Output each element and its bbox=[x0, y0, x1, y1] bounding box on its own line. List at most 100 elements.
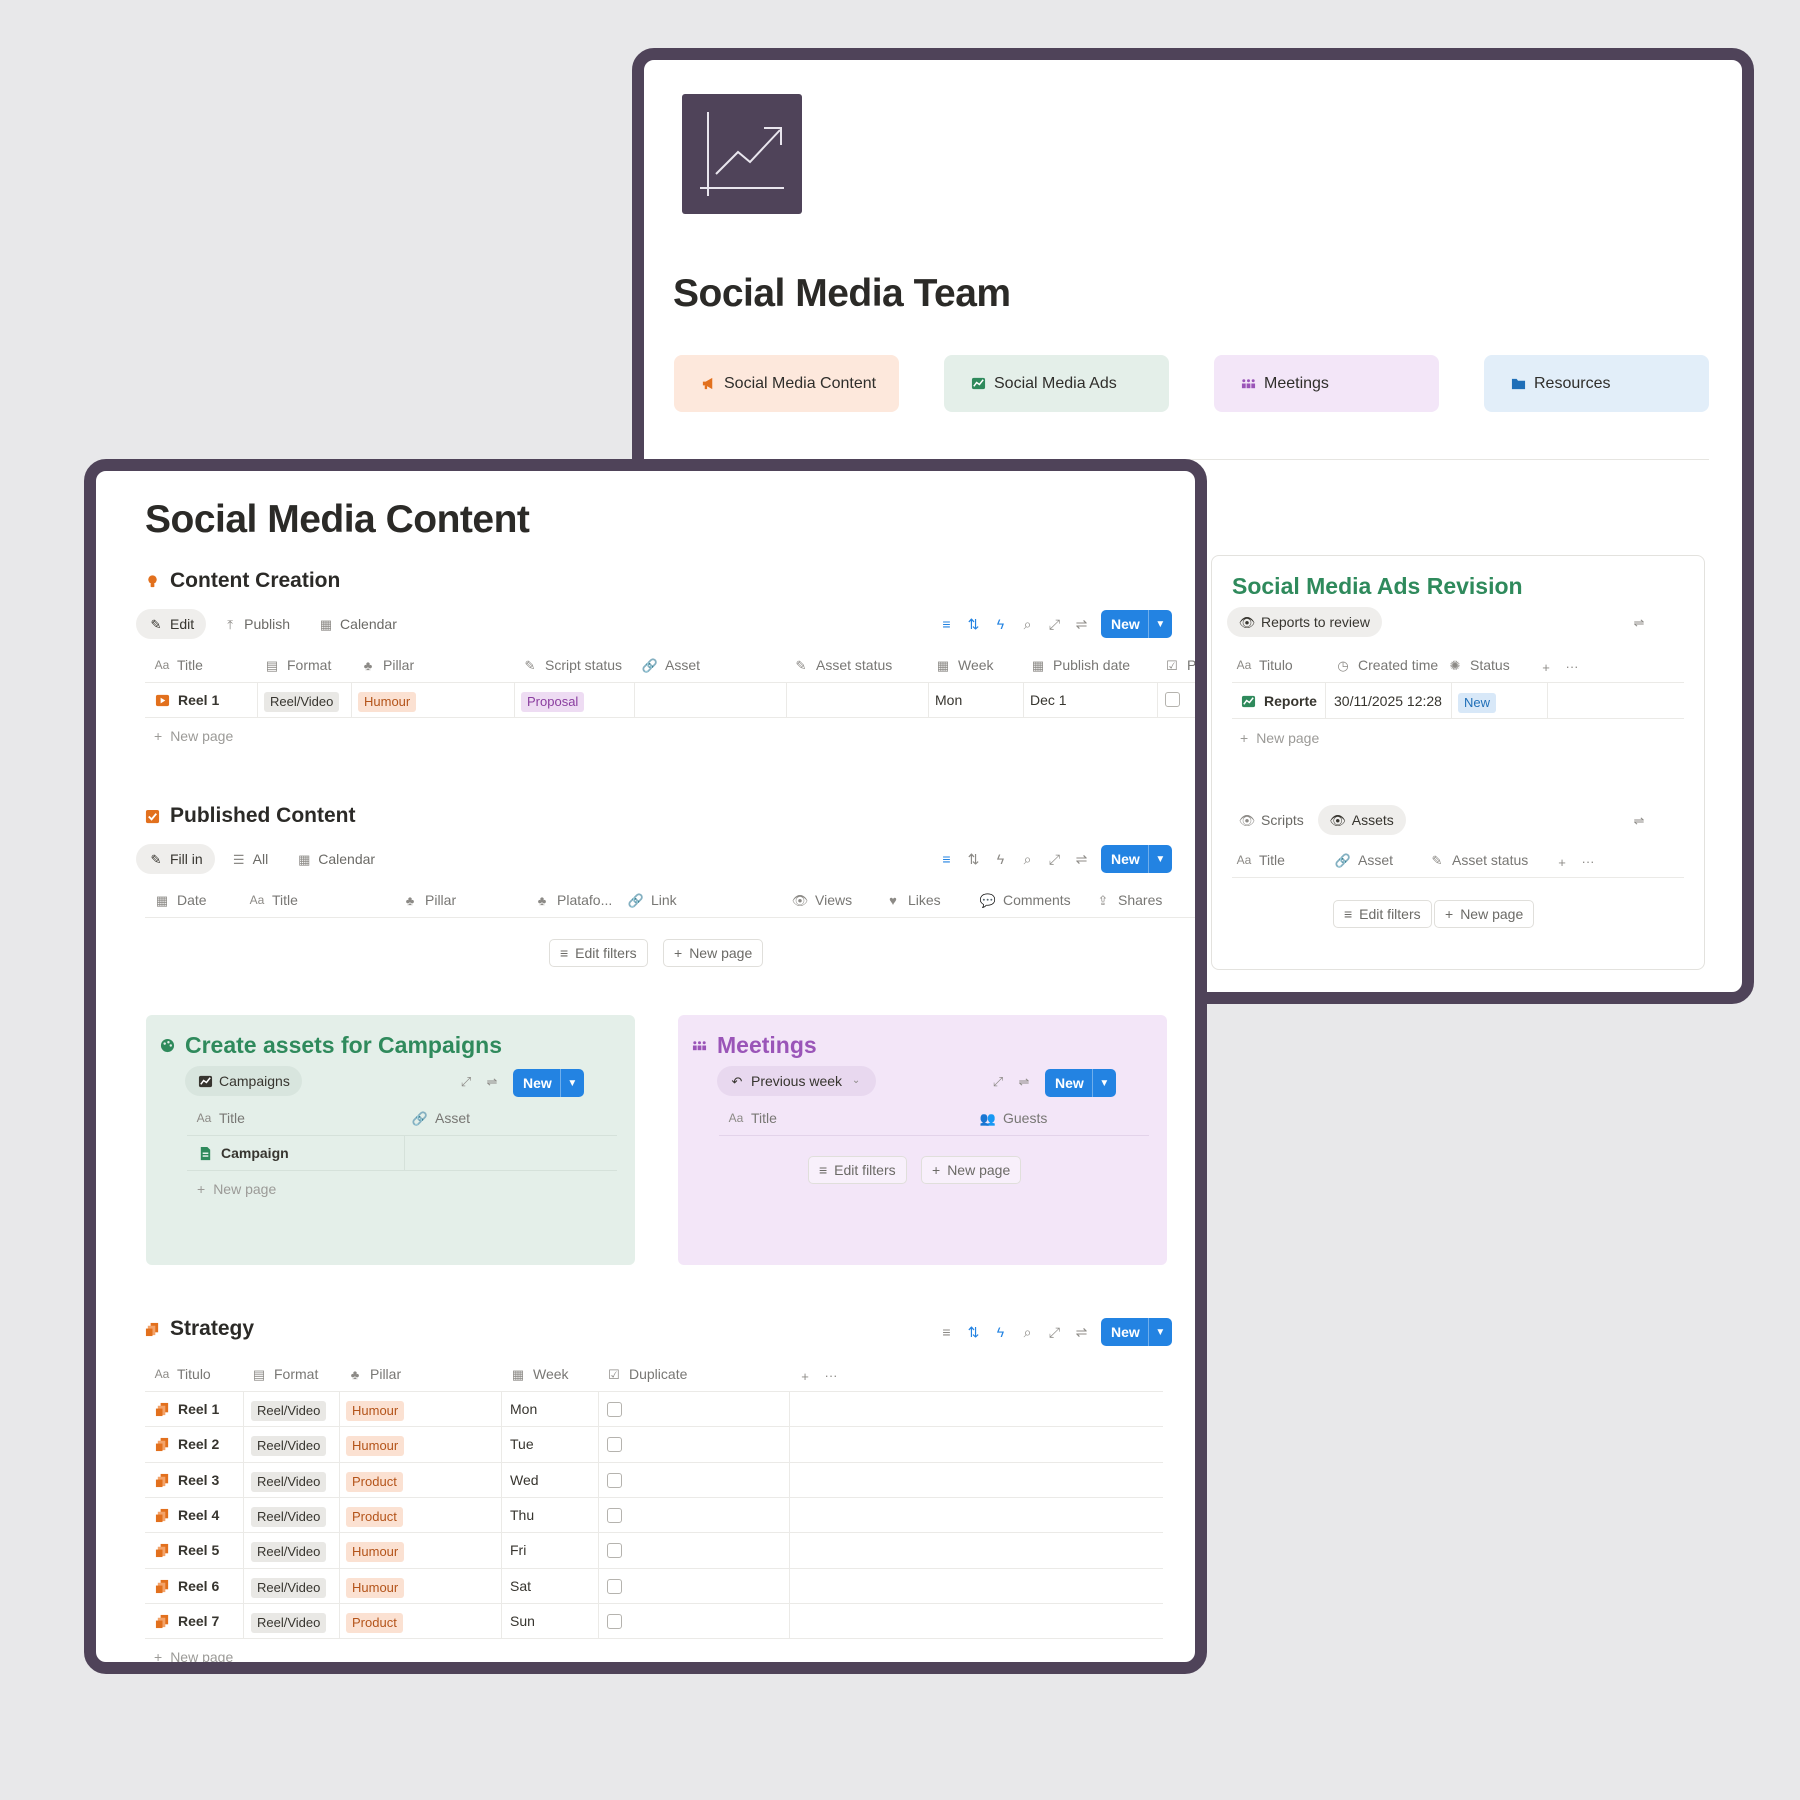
table-row[interactable]: Reel 1 bbox=[154, 1401, 219, 1417]
column-header-week[interactable]: ▦ Week bbox=[510, 1366, 569, 1382]
column-header-title[interactable]: Aa Title bbox=[249, 892, 298, 908]
column-header-publish-date[interactable]: ▦ Publish date bbox=[1030, 657, 1130, 673]
tab-fill-in[interactable]: ✎ Fill in bbox=[136, 844, 215, 874]
table-row[interactable]: Reel 7 bbox=[154, 1613, 219, 1629]
table-row[interactable]: Reel 3 bbox=[154, 1472, 219, 1488]
column-header-format[interactable]: ▤ Format bbox=[251, 1366, 319, 1382]
checkbox[interactable] bbox=[1165, 692, 1180, 707]
tab-scripts[interactable]: 👁 Scripts bbox=[1227, 805, 1316, 835]
format-cell[interactable]: Reel/Video bbox=[251, 1578, 327, 1598]
duplicate-cell[interactable] bbox=[607, 1437, 622, 1452]
table-row[interactable]: Campaign bbox=[197, 1145, 289, 1161]
search-icon[interactable]: ⌕ bbox=[1023, 616, 1032, 632]
expand-icon[interactable]: ⤢ bbox=[1048, 1324, 1061, 1340]
duplicate-cell[interactable] bbox=[607, 1543, 622, 1558]
checkbox[interactable] bbox=[607, 1437, 622, 1452]
more-options-icon[interactable]: ··· bbox=[824, 1367, 838, 1383]
table-row[interactable]: Reel 5 bbox=[154, 1542, 219, 1558]
chevron-down-icon[interactable]: ▼ bbox=[1091, 1069, 1116, 1097]
expand-icon[interactable]: ⤢ bbox=[992, 1073, 1004, 1089]
duplicate-cell[interactable] bbox=[607, 1402, 622, 1417]
more-options-icon[interactable]: ··· bbox=[1565, 658, 1579, 674]
section-heading-content-creation[interactable]: Content Creation bbox=[144, 569, 340, 593]
ads-revision-title[interactable]: Social Media Ads Revision bbox=[1232, 573, 1523, 599]
chevron-down-icon[interactable]: ▼ bbox=[559, 1069, 584, 1097]
tab-calendar[interactable]: ▦ Calendar bbox=[306, 609, 409, 639]
column-header-asset[interactable]: 🔗 Asset bbox=[1335, 852, 1393, 868]
add-column-icon[interactable]: + bbox=[1542, 659, 1550, 675]
duplicate-cell[interactable] bbox=[607, 1579, 622, 1594]
new-page-button[interactable]: + New page bbox=[154, 1649, 233, 1662]
column-header-platform[interactable]: ♣ Platafo... bbox=[534, 892, 613, 908]
pillar-cell[interactable]: Humour bbox=[346, 1542, 405, 1562]
search-icon[interactable]: ⌕ bbox=[1023, 851, 1032, 867]
column-header-comments[interactable]: 💬 Comments bbox=[980, 892, 1071, 908]
nav-card-social-media-content[interactable]: Social Media Content bbox=[674, 355, 899, 412]
section-heading-published-content[interactable]: Published Content bbox=[144, 804, 356, 828]
tab-reports-to-review[interactable]: 👁 Reports to review bbox=[1227, 607, 1382, 637]
checkbox[interactable] bbox=[607, 1473, 622, 1488]
column-header-title[interactable]: Aa Title bbox=[196, 1110, 245, 1126]
new-button[interactable]: New ▼ bbox=[1101, 610, 1172, 638]
publish-date-cell[interactable]: Dec 1 bbox=[1030, 692, 1067, 708]
checkbox[interactable] bbox=[607, 1543, 622, 1558]
duplicate-cell[interactable] bbox=[607, 1614, 622, 1629]
column-header-likes[interactable]: ♥ Likes bbox=[885, 892, 941, 908]
settings-sliders-icon[interactable]: ⇌ bbox=[1075, 1324, 1088, 1340]
column-header-pillar[interactable]: ♣ Pillar bbox=[347, 1366, 401, 1382]
tab-previous-week[interactable]: ↶ Previous week ⌄ bbox=[717, 1066, 877, 1096]
new-button[interactable]: New ▼ bbox=[1101, 845, 1172, 873]
column-header-asset-status[interactable]: ✎ Asset status bbox=[1429, 852, 1529, 868]
new-page-button[interactable]: + New page bbox=[921, 1156, 1022, 1184]
table-row[interactable]: Reel 2 bbox=[154, 1436, 219, 1452]
column-header-asset-status[interactable]: ✎ Asset status bbox=[793, 657, 893, 673]
duplicate-cell[interactable] bbox=[607, 1508, 622, 1523]
chevron-down-icon[interactable]: ▼ bbox=[1147, 610, 1172, 638]
status-cell[interactable]: New bbox=[1458, 693, 1497, 713]
checkbox[interactable] bbox=[607, 1579, 622, 1594]
expand-icon[interactable]: ⤢ bbox=[1048, 851, 1061, 867]
checkbox[interactable] bbox=[607, 1402, 622, 1417]
week-cell[interactable]: Thu bbox=[510, 1507, 535, 1523]
format-cell[interactable]: Reel/Video bbox=[251, 1613, 327, 1633]
sort-icon[interactable]: ⇅ bbox=[967, 616, 980, 632]
nav-card-meetings[interactable]: Meetings bbox=[1214, 355, 1439, 412]
column-header-title[interactable]: Aa Title bbox=[154, 657, 203, 673]
pillar-cell[interactable]: Product bbox=[346, 1472, 403, 1492]
expand-icon[interactable]: ⤢ bbox=[1048, 616, 1061, 632]
tab-all[interactable]: ☰ All bbox=[219, 844, 281, 874]
table-row[interactable]: Reel 4 bbox=[154, 1507, 219, 1523]
tab-campaigns[interactable]: Campaigns bbox=[185, 1066, 302, 1096]
edit-filters-button[interactable]: ≡ Edit filters bbox=[808, 1156, 907, 1184]
new-button[interactable]: New ▼ bbox=[1045, 1069, 1116, 1097]
column-header-p[interactable]: ☑ P bbox=[1164, 657, 1195, 673]
settings-sliders-icon[interactable]: ⇌ bbox=[1633, 812, 1645, 828]
pillar-cell[interactable]: Humour bbox=[346, 1401, 405, 1421]
campaigns-heading[interactable]: Create assets for Campaigns bbox=[159, 1032, 502, 1059]
new-button[interactable]: New ▼ bbox=[1101, 1318, 1172, 1346]
automation-bolt-icon[interactable]: ϟ bbox=[996, 616, 1005, 632]
settings-sliders-icon[interactable]: ⇌ bbox=[1075, 851, 1088, 867]
tab-calendar[interactable]: ▦ Calendar bbox=[284, 844, 387, 874]
new-button[interactable]: New ▼ bbox=[513, 1069, 584, 1097]
column-header-script-status[interactable]: ✎ Script status bbox=[522, 657, 622, 673]
column-header-title[interactable]: Aa Title bbox=[1236, 852, 1285, 868]
settings-sliders-icon[interactable]: ⇌ bbox=[486, 1073, 498, 1089]
week-cell[interactable]: Mon bbox=[510, 1401, 538, 1417]
column-header-asset[interactable]: 🔗 Asset bbox=[412, 1110, 470, 1126]
filter-icon[interactable]: ≡ bbox=[942, 1324, 951, 1340]
column-header-asset[interactable]: 🔗 Asset bbox=[642, 657, 700, 673]
column-header-views[interactable]: 👁 Views bbox=[792, 892, 852, 908]
edit-filters-button[interactable]: ≡ Edit filters bbox=[1333, 900, 1432, 928]
automation-bolt-icon[interactable]: ϟ bbox=[996, 1324, 1005, 1340]
section-heading-strategy[interactable]: Strategy bbox=[144, 1317, 254, 1341]
column-header-date[interactable]: ▦ Date bbox=[154, 892, 207, 908]
tab-publish[interactable]: ⤒ Publish bbox=[210, 609, 302, 639]
automation-bolt-icon[interactable]: ϟ bbox=[996, 851, 1005, 867]
settings-sliders-icon[interactable]: ⇌ bbox=[1075, 616, 1088, 632]
column-header-guests[interactable]: 👥 Guests bbox=[980, 1110, 1047, 1126]
table-row[interactable]: Reel 1 bbox=[154, 692, 219, 708]
column-header-pillar[interactable]: ♣ Pillar bbox=[402, 892, 456, 908]
new-page-button[interactable]: + New page bbox=[1240, 730, 1319, 746]
new-page-button[interactable]: + New page bbox=[197, 1181, 276, 1197]
